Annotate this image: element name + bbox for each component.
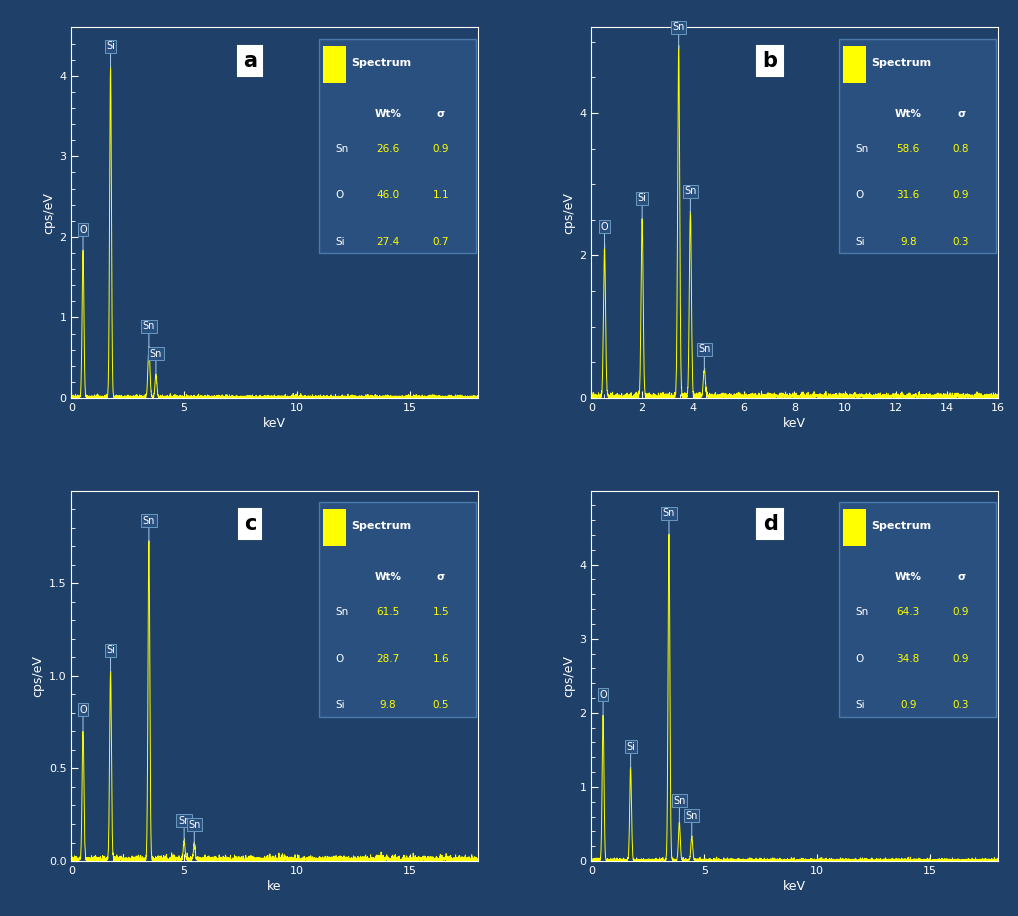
FancyBboxPatch shape (319, 502, 475, 716)
Text: Si: Si (106, 646, 115, 672)
Text: 0.3: 0.3 (953, 700, 969, 710)
Text: O: O (79, 704, 87, 731)
Text: 0.5: 0.5 (433, 700, 449, 710)
Text: 64.3: 64.3 (897, 607, 920, 617)
FancyBboxPatch shape (319, 38, 475, 254)
Text: O: O (79, 224, 87, 251)
Text: Sn: Sn (143, 516, 155, 542)
Bar (323, 509, 345, 546)
Text: 34.8: 34.8 (897, 654, 920, 663)
Text: Spectrum: Spectrum (351, 521, 411, 530)
Text: 9.8: 9.8 (380, 700, 396, 710)
Text: O: O (600, 690, 607, 716)
FancyBboxPatch shape (839, 38, 996, 254)
Text: 0.9: 0.9 (433, 144, 449, 154)
Text: σ: σ (957, 109, 965, 119)
X-axis label: keV: keV (783, 880, 806, 893)
Text: a: a (243, 50, 257, 71)
Text: 0.9: 0.9 (953, 607, 969, 617)
Y-axis label: cps/eV: cps/eV (32, 655, 45, 697)
Text: 0.9: 0.9 (953, 191, 969, 201)
Text: 0.8: 0.8 (953, 144, 969, 154)
Text: Si: Si (626, 742, 635, 769)
Text: Spectrum: Spectrum (871, 521, 931, 530)
Text: 46.0: 46.0 (377, 191, 400, 201)
Text: O: O (855, 191, 863, 201)
Text: Wt%: Wt% (895, 572, 921, 582)
Bar (843, 509, 865, 546)
Text: Si: Si (106, 41, 115, 68)
Text: Si: Si (335, 700, 345, 710)
Text: 0.9: 0.9 (953, 654, 969, 663)
Text: Spectrum: Spectrum (351, 58, 411, 68)
Text: σ: σ (437, 109, 445, 119)
X-axis label: keV: keV (263, 417, 286, 430)
Text: Sn: Sn (673, 796, 685, 823)
Bar (843, 46, 865, 83)
Text: Sn: Sn (698, 344, 711, 371)
Text: Sn: Sn (684, 186, 696, 213)
Text: Sn: Sn (188, 820, 201, 846)
Text: 0.3: 0.3 (953, 237, 969, 246)
Text: Sn: Sn (855, 144, 868, 154)
Text: Wt%: Wt% (375, 109, 402, 119)
Text: Sn: Sn (150, 349, 162, 376)
Y-axis label: cps/eV: cps/eV (562, 191, 575, 234)
Text: σ: σ (957, 572, 965, 582)
Text: d: d (762, 514, 778, 534)
Text: 27.4: 27.4 (377, 237, 400, 246)
Text: Sn: Sn (335, 607, 348, 617)
Text: Sn: Sn (855, 607, 868, 617)
Text: c: c (244, 514, 257, 534)
Text: O: O (855, 654, 863, 663)
Text: O: O (335, 654, 344, 663)
Text: 1.1: 1.1 (433, 191, 449, 201)
Text: Spectrum: Spectrum (871, 58, 931, 68)
Text: Sn: Sn (335, 144, 348, 154)
Text: O: O (601, 222, 609, 248)
Text: Sn: Sn (685, 811, 698, 837)
Text: Si: Si (335, 237, 345, 246)
Y-axis label: cps/eV: cps/eV (562, 655, 575, 697)
Text: Sn: Sn (663, 508, 675, 535)
Text: O: O (335, 191, 344, 201)
Text: 0.7: 0.7 (433, 237, 449, 246)
Text: 26.6: 26.6 (377, 144, 400, 154)
X-axis label: ke: ke (267, 880, 282, 893)
Y-axis label: cps/eV: cps/eV (42, 191, 55, 234)
Text: 1.5: 1.5 (433, 607, 449, 617)
Bar (323, 46, 345, 83)
Text: 9.8: 9.8 (900, 237, 916, 246)
Text: Wt%: Wt% (895, 109, 921, 119)
Text: Sn: Sn (143, 322, 155, 348)
Text: 1.6: 1.6 (433, 654, 449, 663)
Text: Sn: Sn (673, 22, 685, 49)
Text: 28.7: 28.7 (377, 654, 400, 663)
X-axis label: keV: keV (783, 417, 806, 430)
Text: Si: Si (637, 193, 646, 220)
Text: 58.6: 58.6 (897, 144, 920, 154)
Text: b: b (762, 50, 778, 71)
Text: σ: σ (437, 572, 445, 582)
Text: Si: Si (855, 700, 865, 710)
Text: 61.5: 61.5 (377, 607, 400, 617)
Text: Si: Si (855, 237, 865, 246)
Text: 0.9: 0.9 (900, 700, 916, 710)
FancyBboxPatch shape (839, 502, 996, 716)
Text: 31.6: 31.6 (897, 191, 920, 201)
Text: Sn: Sn (178, 816, 190, 843)
Text: Wt%: Wt% (375, 572, 402, 582)
